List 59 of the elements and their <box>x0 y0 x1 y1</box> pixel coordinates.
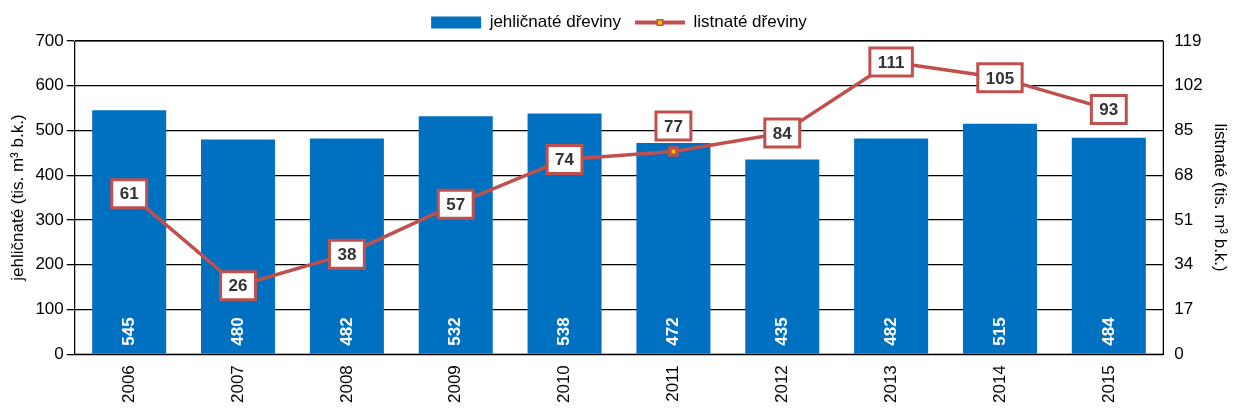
data-label: 93 <box>1099 100 1119 120</box>
x-tick-label: 2012 <box>771 365 791 404</box>
data-label: 105 <box>985 68 1015 88</box>
x-tick-label: 2015 <box>1098 365 1118 404</box>
data-label: 84 <box>772 123 793 143</box>
data-label: 515 <box>989 317 1009 346</box>
bar <box>309 138 384 354</box>
y2-tick-label: 0 <box>1174 343 1184 363</box>
y-tick-label: 300 <box>35 209 64 229</box>
data-label: 57 <box>446 194 466 214</box>
y2-tick-label: 119 <box>1174 30 1202 50</box>
legend-label: jehličnaté dřeviny <box>488 12 622 32</box>
y2-tick-label: 34 <box>1174 254 1194 274</box>
x-tick-label: 2013 <box>880 365 900 404</box>
y-tick-label: 500 <box>35 120 64 140</box>
x-tick-label: 2008 <box>336 365 356 404</box>
x-tick-label: 2014 <box>989 365 1009 404</box>
data-label: 480 <box>227 317 247 346</box>
data-label: 482 <box>880 317 900 346</box>
x-tick-label: 2011 <box>663 365 683 402</box>
data-label: 74 <box>555 150 575 170</box>
data-label: 482 <box>336 317 356 346</box>
data-label: 538 <box>554 317 574 346</box>
bar <box>636 143 711 354</box>
data-label: 435 <box>771 317 791 346</box>
y2-tick-label: 17 <box>1174 299 1194 319</box>
data-label: 472 <box>663 317 683 346</box>
bar <box>854 138 929 354</box>
data-label: 484 <box>1098 316 1118 346</box>
y2-tick-label: 85 <box>1174 120 1194 140</box>
legend-label: listnaté dřeviny <box>693 12 808 32</box>
x-tick-label: 2007 <box>227 365 247 404</box>
y-tick-label: 100 <box>35 299 64 319</box>
y-tick-label: 400 <box>35 164 64 184</box>
data-label: 545 <box>118 317 138 346</box>
bar <box>745 159 820 354</box>
bar <box>1071 137 1146 354</box>
data-label: 26 <box>228 276 248 296</box>
data-label: 38 <box>337 244 357 264</box>
y-tick-label: 200 <box>35 254 64 274</box>
bar <box>92 110 167 354</box>
x-tick-label: 2010 <box>554 365 574 404</box>
data-label: 532 <box>445 317 465 346</box>
y2-tick-label: 68 <box>1174 164 1194 184</box>
data-label: 61 <box>119 184 139 204</box>
bar <box>418 116 493 354</box>
y2-tick-label: 102 <box>1174 75 1203 95</box>
x-tick-label: 2009 <box>445 365 465 404</box>
y-tick-label: 0 <box>54 343 64 363</box>
bar <box>527 113 602 354</box>
y2-tick-label: 51 <box>1174 209 1194 229</box>
bar <box>962 123 1037 354</box>
y2-axis-title: listnaté (tis. m³ b.k.) <box>1211 123 1231 272</box>
y-tick-label: 700 <box>35 30 64 50</box>
x-tick-label: 2006 <box>118 365 138 404</box>
y-axis-title: jehličnaté (tis. m³ b.k.) <box>7 114 27 282</box>
y-tick-label: 600 <box>35 75 64 95</box>
bar <box>201 139 276 354</box>
data-label: 77 <box>663 116 683 136</box>
